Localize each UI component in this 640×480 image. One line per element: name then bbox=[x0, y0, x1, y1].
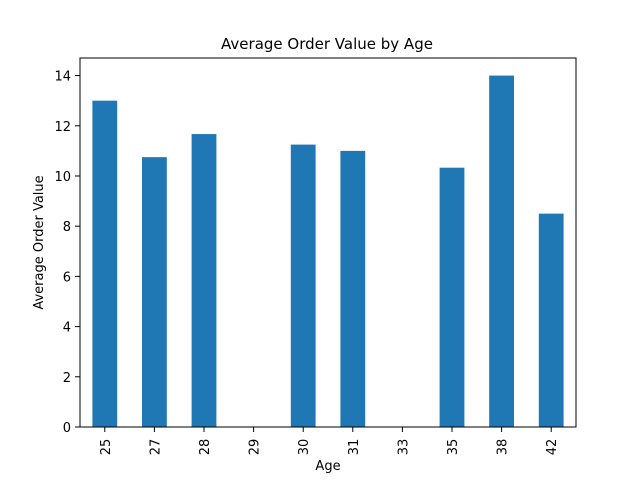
bar-35 bbox=[439, 167, 465, 427]
bar-38 bbox=[489, 75, 514, 427]
bar-31 bbox=[340, 150, 366, 427]
x-tick-label-25: 25 bbox=[99, 439, 114, 456]
bar-27 bbox=[142, 157, 167, 427]
bar-30 bbox=[290, 144, 316, 427]
x-axis-label: Age bbox=[315, 459, 340, 474]
x-axis: 25 27 28 29 30 31 33 35 38 42 bbox=[99, 427, 560, 455]
x-tick-label-38: 38 bbox=[496, 439, 511, 456]
y-tick-label-10: 10 bbox=[54, 170, 71, 185]
x-tick-label-27: 27 bbox=[148, 439, 163, 456]
chart-title: Average Order Value by Age bbox=[221, 35, 433, 53]
y-axis-label: Average Order Value bbox=[32, 175, 47, 309]
bar-28 bbox=[191, 134, 217, 427]
y-tick-label-4: 4 bbox=[63, 321, 71, 336]
x-tick-label-30: 30 bbox=[297, 439, 312, 456]
bar-42 bbox=[538, 213, 564, 427]
x-tick-label-42: 42 bbox=[545, 439, 560, 456]
bars-layer bbox=[92, 75, 564, 428]
y-axis: 0 2 4 6 8 10 12 14 bbox=[54, 70, 80, 436]
x-tick-label-29: 29 bbox=[248, 439, 263, 456]
x-tick-label-35: 35 bbox=[446, 439, 461, 456]
y-tick-label-12: 12 bbox=[54, 120, 71, 135]
y-tick-label-14: 14 bbox=[54, 70, 71, 85]
y-tick-label-2: 2 bbox=[63, 371, 71, 386]
bar-25 bbox=[92, 100, 118, 428]
y-tick-label-0: 0 bbox=[63, 421, 71, 436]
y-tick-label-6: 6 bbox=[63, 270, 71, 285]
x-tick-label-33: 33 bbox=[396, 439, 411, 456]
x-tick-label-31: 31 bbox=[347, 439, 362, 456]
x-tick-label-28: 28 bbox=[198, 439, 213, 456]
y-tick-label-8: 8 bbox=[63, 220, 71, 235]
plot-frame bbox=[79, 57, 577, 428]
